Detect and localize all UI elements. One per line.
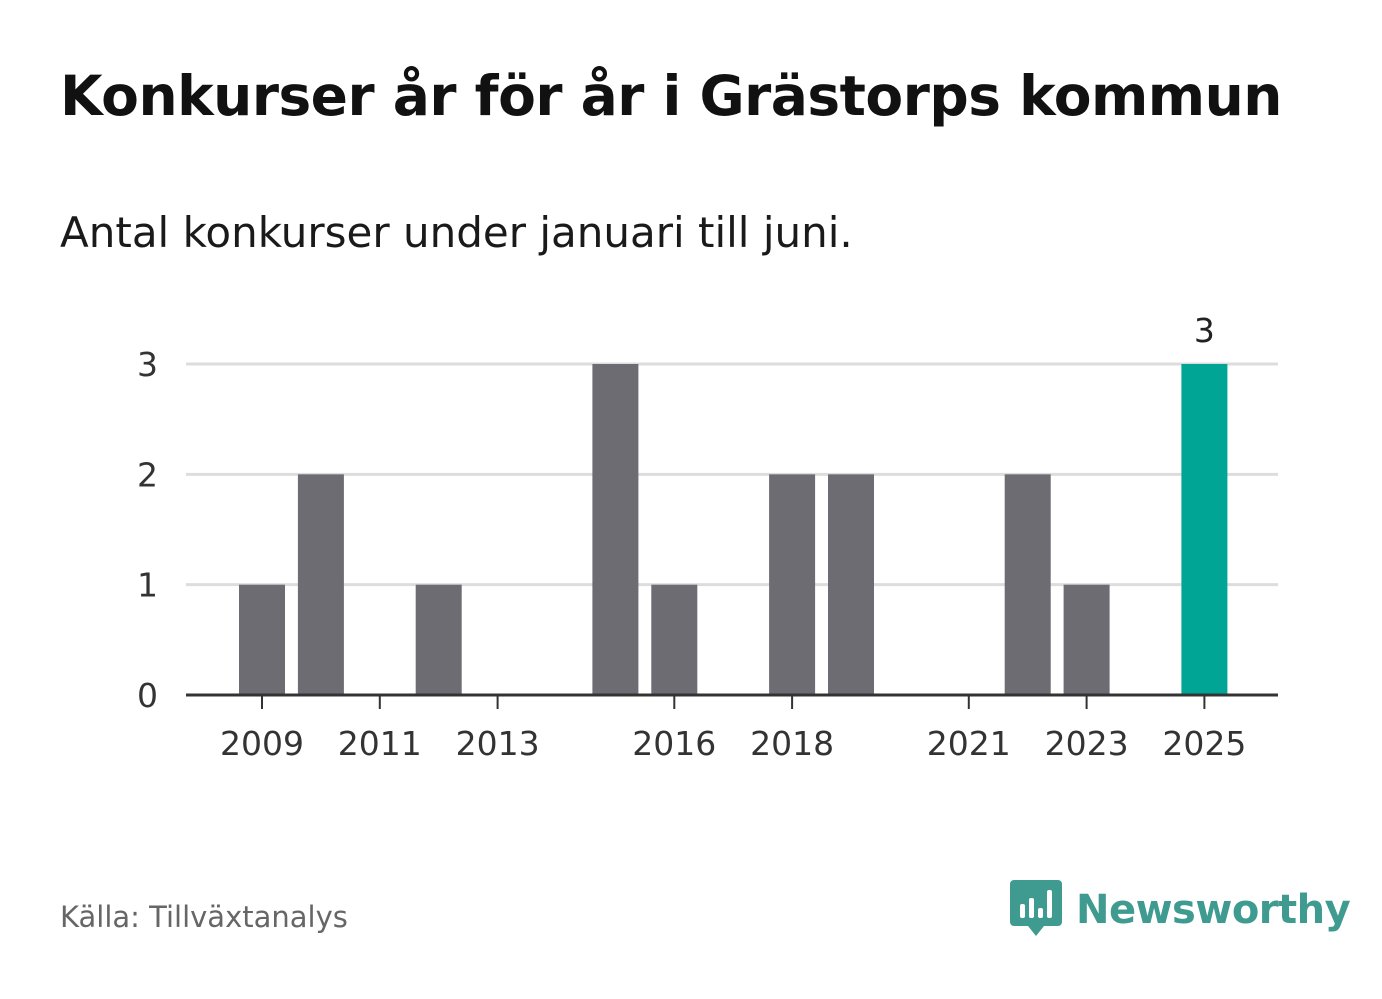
bar-2015 — [592, 364, 639, 695]
x-tick-label: 2023 — [1045, 724, 1129, 763]
x-tick-label: 2016 — [632, 724, 716, 763]
bar-2012 — [415, 584, 462, 695]
x-tick-label: 2021 — [927, 724, 1011, 763]
brand-name: Newsworthy — [1076, 887, 1351, 933]
data-label-2025: 3 — [1194, 311, 1215, 350]
brand[interactable]: Newsworthy — [1010, 878, 1351, 942]
bar-2019 — [828, 474, 874, 695]
bar-2016 — [651, 584, 698, 695]
source-note: Källa: Tillväxtanalys — [60, 900, 348, 934]
grid-lines — [186, 362, 1278, 587]
x-tick-label: 2011 — [338, 724, 422, 763]
chart-title: Konkurser år för år i Grästorps kommun — [60, 64, 1282, 128]
bar-2022 — [1004, 474, 1051, 695]
bar-2010 — [297, 474, 344, 695]
bar-2009 — [239, 584, 285, 695]
y-tick-label: 1 — [137, 566, 158, 605]
x-tick-label: 2018 — [750, 724, 834, 763]
x-tick-label: 2009 — [220, 724, 304, 763]
x-tick-label: 2025 — [1162, 724, 1246, 763]
labels: 0 1 2 3 3 2009 2011 2013 2016 2018 2021 2023 2025 — [137, 311, 1246, 763]
y-tick-label: 0 — [137, 676, 158, 715]
bar-2023 — [1063, 584, 1110, 695]
x-axis — [186, 693, 1278, 709]
bar-2018 — [769, 474, 816, 695]
bars — [239, 364, 1228, 695]
y-tick-label: 3 — [137, 345, 158, 384]
x-tick-label: 2013 — [456, 724, 540, 763]
bar-2025 — [1181, 364, 1228, 695]
newsworthy-logo-icon — [1010, 878, 1062, 942]
chart-subtitle: Antal konkurser under januari till juni. — [60, 208, 853, 257]
y-tick-label: 2 — [137, 455, 158, 494]
